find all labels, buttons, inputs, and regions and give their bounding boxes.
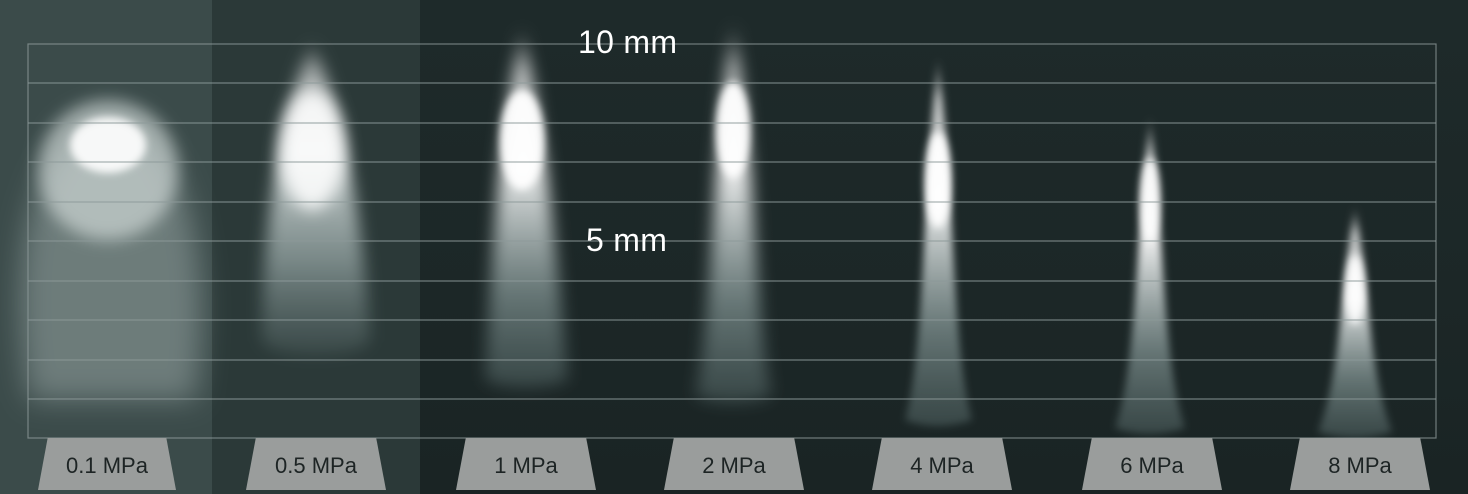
pressure-label-text: 8 MPa xyxy=(1328,453,1392,478)
pressure-label-text: 1 MPa xyxy=(494,453,558,478)
spray-plume-0-1-mpa xyxy=(20,100,202,400)
spray-plume-1-mpa xyxy=(485,25,568,388)
pressure-label-2-mpa: 2 MPa xyxy=(664,438,804,490)
pressure-label-1-mpa: 1 MPa xyxy=(456,438,596,490)
pressure-label-text: 0.5 MPa xyxy=(275,453,357,478)
spray-plume-0-5-mpa xyxy=(262,40,370,355)
pressure-label-0-5-mpa: 0.5 MPa xyxy=(246,438,386,490)
spray-plume-6-mpa xyxy=(1115,115,1185,434)
pressure-label-text: 4 MPa xyxy=(910,453,974,478)
pressure-label-text: 6 MPa xyxy=(1120,453,1184,478)
scale-label-10mm: 10 mm xyxy=(578,24,678,60)
pressure-label-6-mpa: 6 MPa xyxy=(1082,438,1222,490)
pressure-label-text: 0.1 MPa xyxy=(66,453,148,478)
spray-plume-2-mpa xyxy=(695,20,772,403)
pressure-label-4-mpa: 4 MPa xyxy=(872,438,1012,490)
pressure-label-8-mpa: 8 MPa xyxy=(1290,438,1430,490)
pressure-label-0-1-mpa: 0.1 MPa xyxy=(38,438,176,490)
measurement-grid xyxy=(27,43,1437,439)
pressure-label-text: 2 MPa xyxy=(702,453,766,478)
spray-plume-8-mpa xyxy=(1318,205,1392,438)
scale-label-5mm: 5 mm xyxy=(586,222,668,258)
